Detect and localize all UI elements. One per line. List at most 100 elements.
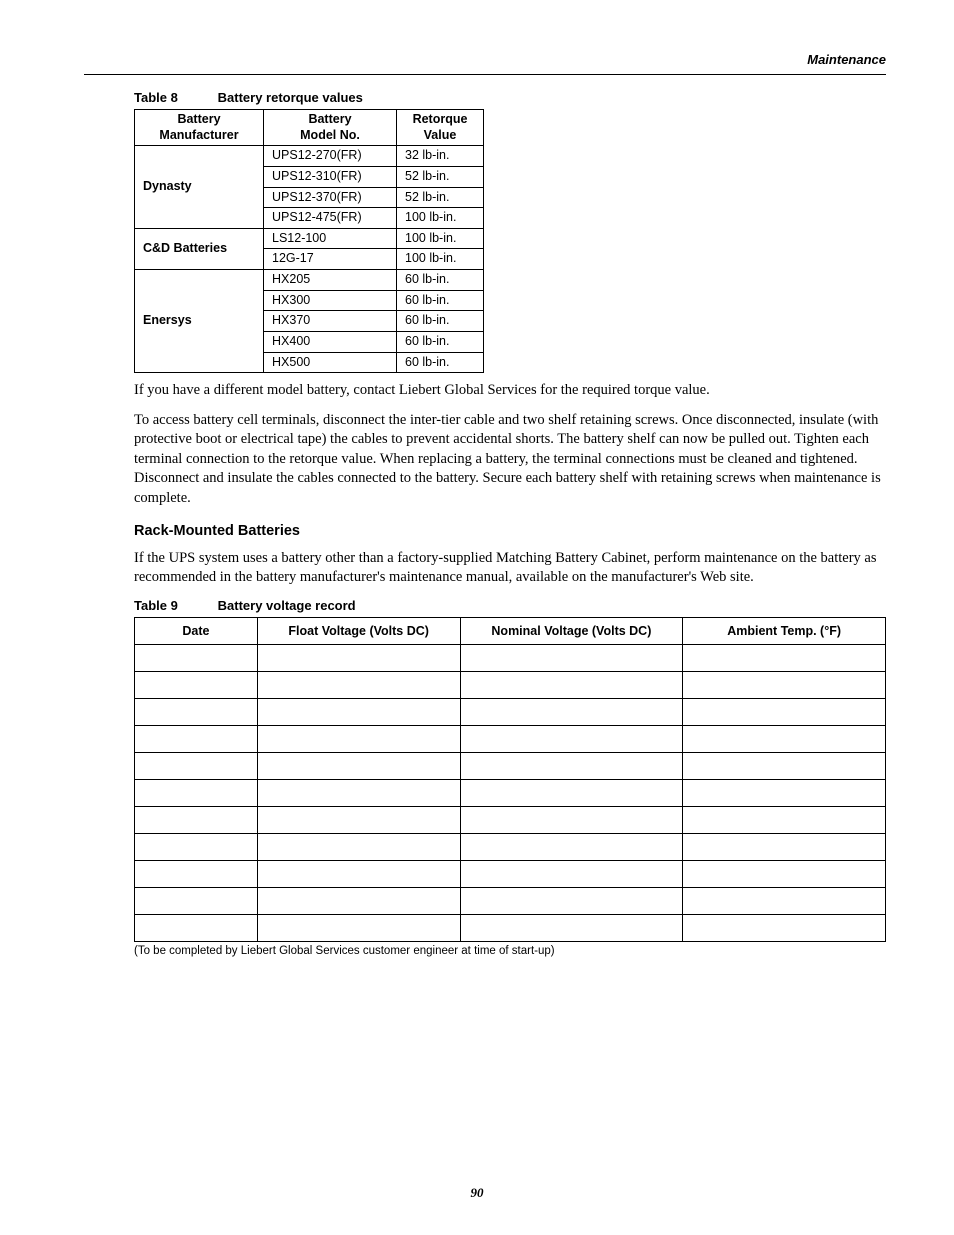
table8-model-cell: HX500	[264, 352, 397, 373]
table9-blank-cell	[135, 671, 258, 698]
table-row	[135, 833, 886, 860]
table8-header-mfg: BatteryManufacturer	[135, 110, 264, 146]
table9-blank-cell	[135, 644, 258, 671]
table9-blank-cell	[257, 671, 460, 698]
table8: BatteryManufacturer BatteryModel No. Ret…	[134, 109, 484, 373]
table9-blank-cell	[257, 644, 460, 671]
table8-model-cell: UPS12-370(FR)	[264, 187, 397, 208]
table9-blank-cell	[135, 752, 258, 779]
table9-blank-cell	[683, 887, 886, 914]
table9-blank-cell	[257, 887, 460, 914]
table9-blank-cell	[460, 752, 683, 779]
table-row	[135, 887, 886, 914]
table8-model-cell: LS12-100	[264, 228, 397, 249]
page-number: 90	[0, 1185, 954, 1201]
table8-model-cell: UPS12-310(FR)	[264, 166, 397, 187]
table9-blank-cell	[257, 833, 460, 860]
table8-model-cell: UPS12-270(FR)	[264, 146, 397, 167]
table8-value-cell: 60 lb-in.	[397, 290, 484, 311]
table8-model-cell: HX400	[264, 331, 397, 352]
table8-caption-title: Battery retorque values	[218, 90, 363, 105]
table8-model-cell: HX205	[264, 270, 397, 291]
table9-blank-cell	[683, 725, 886, 752]
table8-value-cell: 52 lb-in.	[397, 187, 484, 208]
page: Maintenance Table 8 Battery retorque val…	[0, 0, 954, 1235]
table-row	[135, 860, 886, 887]
table-row: EnersysHX20560 lb-in.	[135, 270, 484, 291]
table-row	[135, 752, 886, 779]
table8-value-cell: 60 lb-in.	[397, 331, 484, 352]
header-rule	[84, 74, 886, 75]
table9-blank-cell	[135, 725, 258, 752]
table8-model-cell: UPS12-475(FR)	[264, 208, 397, 229]
table-row	[135, 644, 886, 671]
table9-blank-cell	[257, 752, 460, 779]
table8-value-cell: 100 lb-in.	[397, 249, 484, 270]
table9-header-nominal: Nominal Voltage (Volts DC)	[460, 617, 683, 644]
table-row	[135, 806, 886, 833]
table9-blank-cell	[257, 806, 460, 833]
table8-model-cell: HX300	[264, 290, 397, 311]
table9-blank-cell	[135, 860, 258, 887]
table9-blank-cell	[683, 779, 886, 806]
table8-mfg-cell: C&D Batteries	[135, 228, 264, 269]
table-row: DynastyUPS12-270(FR)32 lb-in.	[135, 146, 484, 167]
table9-blank-cell	[460, 671, 683, 698]
table9-blank-cell	[135, 887, 258, 914]
table9-blank-cell	[460, 806, 683, 833]
table-row	[135, 725, 886, 752]
table9-header-date: Date	[135, 617, 258, 644]
table8-caption-num: Table 8	[134, 90, 214, 105]
table8-header-value: RetorqueValue	[397, 110, 484, 146]
table8-value-cell: 52 lb-in.	[397, 166, 484, 187]
paragraph-2: To access battery cell terminals, discon…	[134, 411, 886, 509]
table9-blank-cell	[460, 644, 683, 671]
table9-blank-cell	[257, 725, 460, 752]
table9-blank-cell	[257, 779, 460, 806]
table-row	[135, 914, 886, 941]
table9-blank-cell	[135, 779, 258, 806]
table8-model-cell: 12G-17	[264, 249, 397, 270]
table9-blank-cell	[135, 806, 258, 833]
content: Table 8 Battery retorque values BatteryM…	[134, 86, 886, 957]
table9-caption: Table 9 Battery voltage record	[134, 598, 886, 613]
table9-blank-cell	[683, 671, 886, 698]
table9-blank-cell	[460, 698, 683, 725]
table9-caption-title: Battery voltage record	[218, 598, 356, 613]
table-row: C&D BatteriesLS12-100100 lb-in.	[135, 228, 484, 249]
table8-value-cell: 100 lb-in.	[397, 228, 484, 249]
paragraph-3: If the UPS system uses a battery other t…	[134, 549, 886, 588]
table-row	[135, 671, 886, 698]
table8-model-cell: HX370	[264, 311, 397, 332]
subhead-rack-mounted: Rack-Mounted Batteries	[134, 523, 886, 539]
table9-footnote: (To be completed by Liebert Global Servi…	[134, 945, 886, 957]
table8-caption: Table 8 Battery retorque values	[134, 90, 886, 105]
table9-blank-cell	[683, 914, 886, 941]
table9-blank-cell	[257, 914, 460, 941]
table-row	[135, 779, 886, 806]
table8-value-cell: 100 lb-in.	[397, 208, 484, 229]
table9: Date Float Voltage (Volts DC) Nominal Vo…	[134, 617, 886, 942]
table8-mfg-cell: Dynasty	[135, 146, 264, 229]
table9-blank-cell	[683, 833, 886, 860]
table8-mfg-cell: Enersys	[135, 270, 264, 373]
table9-blank-cell	[460, 860, 683, 887]
table9-blank-cell	[460, 725, 683, 752]
table9-blank-cell	[135, 914, 258, 941]
paragraph-1: If you have a different model battery, c…	[134, 381, 886, 401]
table8-value-cell: 60 lb-in.	[397, 352, 484, 373]
table9-caption-num: Table 9	[134, 598, 214, 613]
table9-blank-cell	[683, 698, 886, 725]
table8-header-model: BatteryModel No.	[264, 110, 397, 146]
table8-value-cell: 60 lb-in.	[397, 270, 484, 291]
table9-header-ambient: Ambient Temp. (°F)	[683, 617, 886, 644]
table9-blank-cell	[135, 698, 258, 725]
table9-blank-cell	[460, 887, 683, 914]
table8-value-cell: 60 lb-in.	[397, 311, 484, 332]
table9-blank-cell	[683, 752, 886, 779]
table9-blank-cell	[257, 698, 460, 725]
table9-blank-cell	[460, 914, 683, 941]
table9-blank-cell	[257, 860, 460, 887]
table9-blank-cell	[460, 833, 683, 860]
table9-blank-cell	[683, 806, 886, 833]
